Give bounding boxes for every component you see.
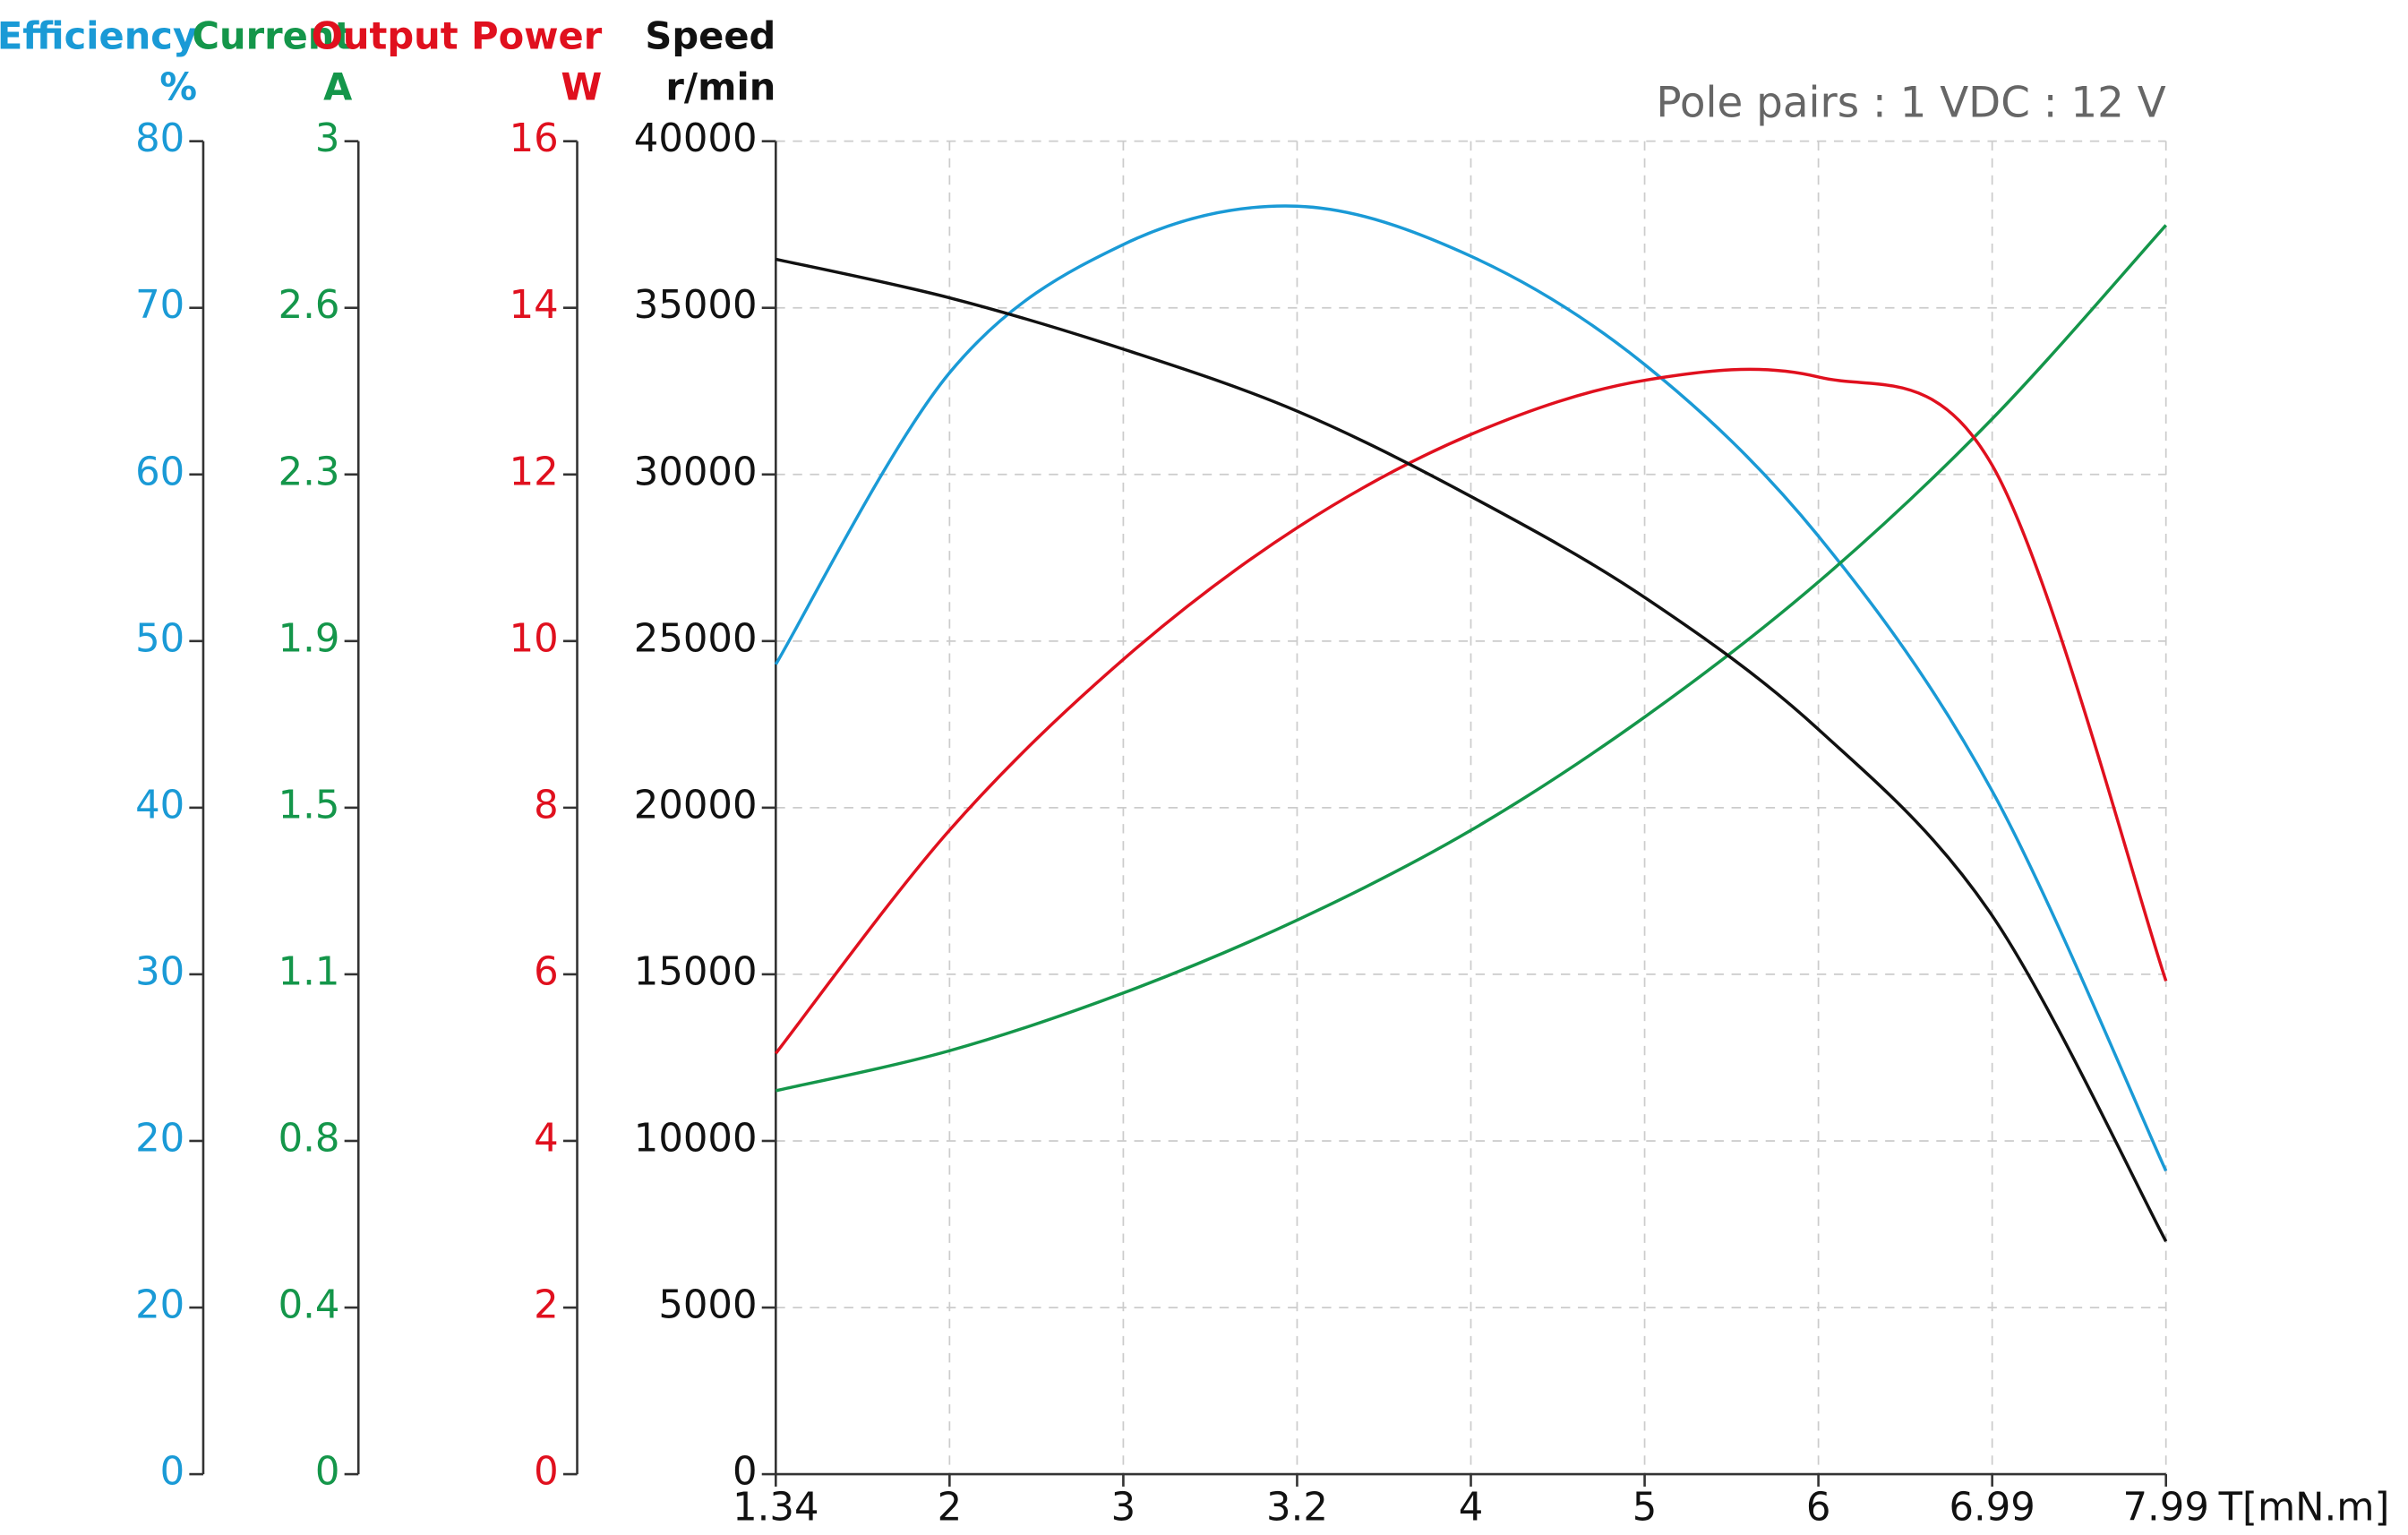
y-tick-label: 16 xyxy=(510,116,559,161)
axis-title: Speed xyxy=(645,13,776,57)
series-line xyxy=(775,224,2168,1093)
x-axis-label: T[mN.m] xyxy=(2218,1485,2390,1530)
y-tick-label: 10 xyxy=(510,616,559,661)
axis-title: Efficiency xyxy=(0,13,197,57)
y-tick-label: 20000 xyxy=(634,783,758,828)
y-tick-label: 40 xyxy=(135,783,184,828)
y-tick-label: 0.4 xyxy=(279,1283,340,1328)
y-tick-label: 1.9 xyxy=(279,616,340,661)
annotation: Pole pairs : 1 VDC : 12 V xyxy=(1656,79,2165,127)
y-tick-label: 12 xyxy=(510,450,559,494)
y-tick-label: 20 xyxy=(135,1116,184,1161)
x-tick-label: 3 xyxy=(1111,1485,1136,1530)
series-line xyxy=(774,367,2168,1055)
y-tick-label: 8 xyxy=(534,783,559,828)
y-tick-label: 5000 xyxy=(658,1283,757,1328)
y-tick-label: 2.6 xyxy=(279,283,340,328)
y-tick-label: 40000 xyxy=(634,116,758,161)
series-line xyxy=(774,204,2168,1172)
y-tick-label: 30000 xyxy=(634,450,758,494)
y-tick-label: 35000 xyxy=(634,283,758,328)
y-tick-label: 50 xyxy=(135,616,184,661)
y-tick-label: 14 xyxy=(510,283,559,328)
x-tick-label: 6 xyxy=(1806,1485,1831,1530)
y-tick-label: 10000 xyxy=(634,1116,758,1161)
x-tick-label: 1.34 xyxy=(733,1485,818,1530)
y-tick-label: 60 xyxy=(135,450,184,494)
axis-title: Current xyxy=(192,13,352,57)
y-tick-label: 2.3 xyxy=(279,450,340,494)
y-tick-label: 15000 xyxy=(634,949,758,994)
axis-unit: % xyxy=(159,64,197,108)
y-tick-label: 0 xyxy=(315,1450,340,1495)
x-tick-label: 6.99 xyxy=(1949,1485,2035,1530)
y-tick-label: 20 xyxy=(135,1283,184,1328)
y-tick-label: 0 xyxy=(733,1450,758,1495)
y-tick-label: 2 xyxy=(534,1283,559,1328)
y-tick-label: 6 xyxy=(534,949,559,994)
y-tick-label: 30 xyxy=(135,949,184,994)
x-tick-label: 2 xyxy=(938,1485,963,1530)
x-tick-label: 3.2 xyxy=(1266,1485,1328,1530)
y-tick-label: 3 xyxy=(315,116,340,161)
y-tick-label: 25000 xyxy=(634,616,758,661)
y-tick-label: 0.8 xyxy=(279,1116,340,1161)
x-tick-label: 7.99 xyxy=(2123,1485,2209,1530)
axis-unit: A xyxy=(323,64,352,108)
y-tick-label: 70 xyxy=(135,283,184,328)
y-tick-label: 1.1 xyxy=(279,949,340,994)
y-tick-label: 1.5 xyxy=(279,783,340,828)
x-tick-label: 4 xyxy=(1459,1485,1484,1530)
series-line xyxy=(775,257,2168,1242)
axis-unit: W xyxy=(561,64,602,108)
y-tick-label: 0 xyxy=(160,1450,185,1495)
y-tick-label: 0 xyxy=(534,1450,559,1495)
axis-title: Output Power xyxy=(312,13,603,57)
x-tick-label: 5 xyxy=(1632,1485,1658,1530)
axis-unit: r/min xyxy=(665,64,776,108)
y-tick-label: 80 xyxy=(135,116,184,161)
y-tick-label: 4 xyxy=(534,1116,559,1161)
